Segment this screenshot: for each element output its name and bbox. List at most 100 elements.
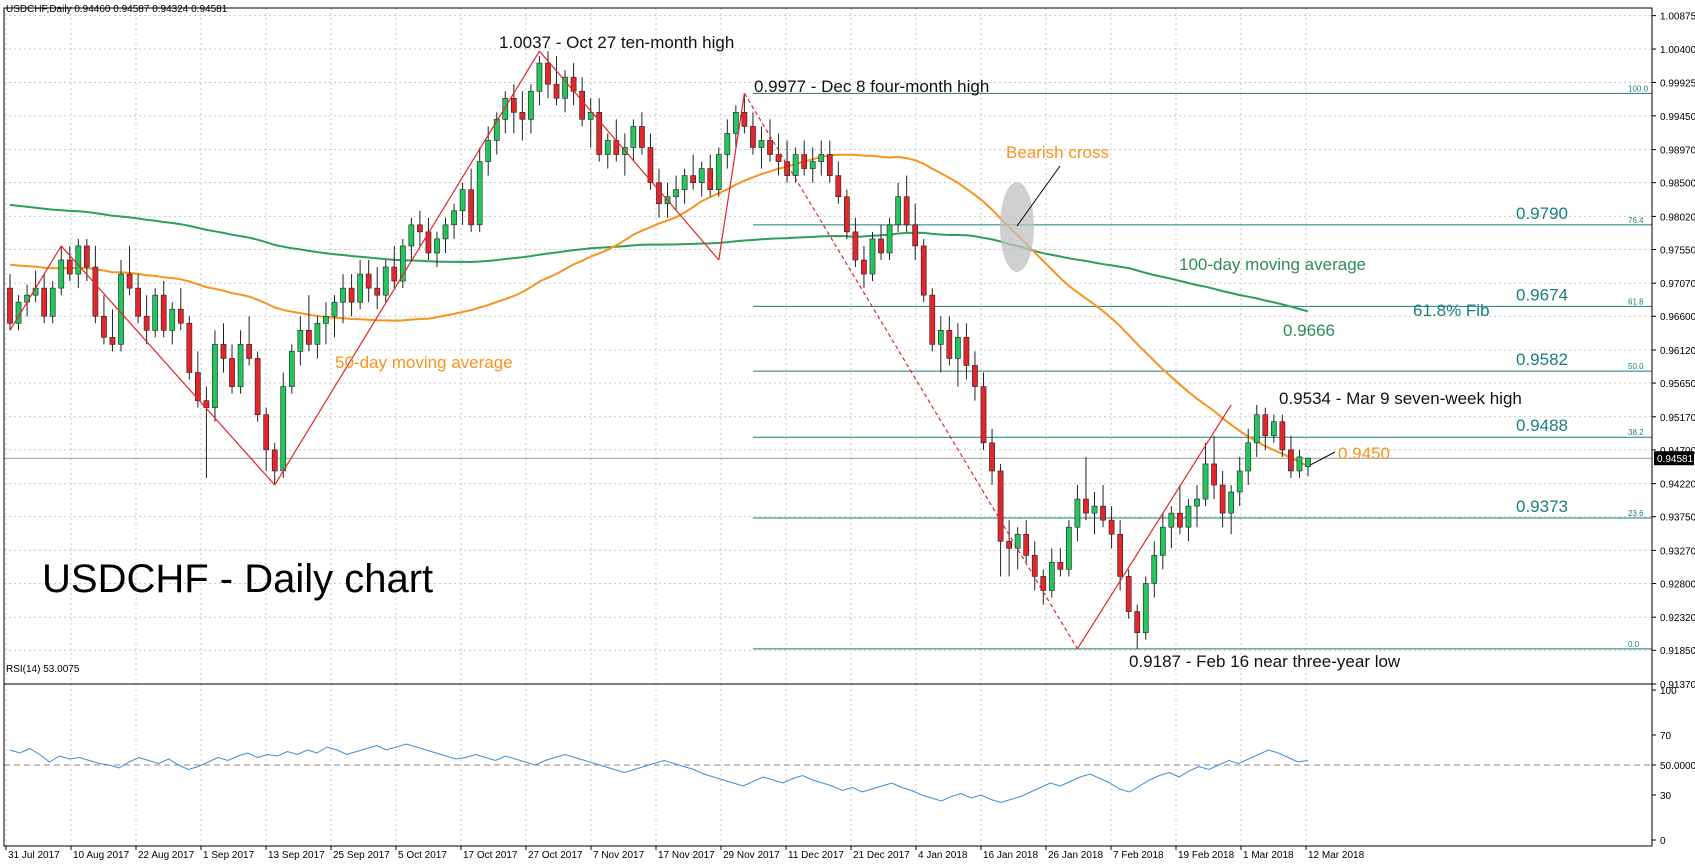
chart-title: USDCHF - Daily chart	[42, 557, 433, 601]
candle-body	[818, 154, 825, 162]
date-tick-label: 31 Jul 2017	[8, 850, 60, 861]
candle-body	[639, 126, 645, 148]
candle-body	[1108, 519, 1115, 535]
candle-body	[1236, 470, 1243, 493]
candle-body	[852, 231, 859, 261]
candle-body	[348, 287, 355, 303]
zigzag-lines	[9, 50, 1232, 650]
candle-body	[160, 294, 167, 331]
annotation-mar9-high: 0.9534 - Mar 9 seven-week high	[1279, 389, 1522, 408]
candle-body	[724, 133, 731, 155]
candle-body	[297, 330, 304, 352]
rsi-tick-label: 100	[1660, 686, 1677, 697]
candle-body	[844, 196, 850, 233]
candle-body	[75, 245, 82, 275]
candle-body	[340, 287, 346, 303]
candle-body	[912, 224, 919, 247]
date-tick-label: 7 Feb 2018	[1113, 850, 1164, 861]
candle-body	[1125, 576, 1132, 612]
candle-body	[698, 168, 705, 183]
fib-value-label: 0.9674	[1516, 285, 1568, 304]
date-tick-label: 16 Jan 2018	[983, 850, 1038, 861]
candle-body	[306, 330, 312, 345]
candle-body	[83, 245, 90, 268]
candle-body	[365, 273, 372, 289]
candle-body	[451, 210, 457, 226]
fib-pct-label: 38.2	[1628, 428, 1644, 437]
candle-body	[920, 245, 927, 296]
candle-body	[980, 386, 987, 444]
date-tick-label: 10 Aug 2017	[73, 850, 130, 861]
date-tick-label: 4 Jan 2018	[918, 850, 968, 861]
zigzag-segment	[1076, 404, 1232, 650]
candle-body	[1279, 421, 1286, 451]
annotation-ma100-value: 0.9666	[1283, 321, 1335, 340]
price-tick-label: 0.98970	[1660, 146, 1695, 157]
candle-body	[186, 322, 193, 373]
annotation-ma50-label: 50-day moving average	[335, 353, 513, 372]
ma50-line	[9, 153, 1309, 468]
candle-body	[1194, 498, 1200, 507]
candle-body	[109, 337, 116, 345]
candle-body	[485, 140, 492, 162]
candle-body	[536, 62, 543, 92]
candle-body	[1142, 583, 1149, 633]
candle-body	[587, 112, 594, 120]
candle-body	[1040, 576, 1047, 591]
candle-body	[1177, 512, 1183, 528]
rsi-tick-label: 70	[1660, 731, 1672, 742]
candle-body	[545, 62, 551, 85]
price-tick-label: 0.96600	[1660, 312, 1695, 323]
date-tick-label: 1 Sep 2017	[203, 850, 255, 861]
fibonacci-levels: 100.0 76.4 0.9790 61.8 0.9674 50.0 0.9582 38.2 0…	[752, 84, 1652, 650]
candle-body	[280, 386, 287, 472]
candle-body	[955, 337, 961, 359]
zigzag-segment	[743, 93, 1078, 650]
candle-body	[442, 224, 449, 240]
symbol-info: USDCHF,Daily 0.94460 0.94587 0.94324 0.9…	[6, 4, 228, 15]
candle-body	[1305, 457, 1311, 468]
rsi-tick-label: 50.0000	[1660, 761, 1695, 772]
candle-body	[946, 330, 953, 359]
candle-body	[1219, 484, 1226, 514]
price-tick-label: 0.95650	[1660, 379, 1695, 390]
rsi-panel-frame	[3, 683, 1653, 847]
date-tick-label: 25 Sep 2017	[333, 850, 390, 861]
candle-body	[681, 175, 688, 190]
candle-body	[835, 175, 842, 198]
candle-body	[937, 330, 944, 345]
price-tick-label: 0.98500	[1660, 179, 1695, 190]
candle-body	[630, 126, 637, 148]
candle-body	[1100, 505, 1106, 521]
candle-body	[177, 308, 184, 324]
candle-body	[519, 112, 526, 120]
moving-averages	[9, 153, 1336, 468]
candle-body	[997, 470, 1004, 542]
candle-body	[1006, 540, 1012, 549]
fib-pct-label: 100.0	[1628, 84, 1649, 93]
candle-body	[220, 344, 227, 359]
date-tick-label: 1 Mar 2018	[1243, 850, 1294, 861]
annotation-ma100-label: 100-day moving average	[1179, 255, 1366, 274]
date-tick-label: 13 Sep 2017	[268, 850, 325, 861]
candle-body	[229, 358, 235, 387]
candle-body	[579, 90, 586, 120]
price-tick-label: 1.00875	[1660, 12, 1695, 23]
candle-body	[49, 287, 56, 317]
price-tick-label: 0.99450	[1660, 112, 1695, 123]
candle-body	[323, 315, 329, 324]
candle-body	[1202, 463, 1209, 500]
candle-body	[118, 273, 124, 345]
candle-body	[1159, 526, 1166, 556]
candle-body	[553, 83, 560, 99]
candle-body	[1117, 533, 1123, 577]
fib-value-label: 0.9790	[1516, 204, 1568, 223]
candle-body	[143, 315, 150, 331]
date-tick-label: 17 Nov 2017	[658, 850, 715, 861]
candle-body	[758, 140, 765, 148]
candle-body	[391, 266, 398, 282]
candle-body	[1048, 562, 1055, 591]
fib-pct-label: 76.4	[1628, 216, 1644, 225]
candle-body	[1031, 555, 1038, 577]
